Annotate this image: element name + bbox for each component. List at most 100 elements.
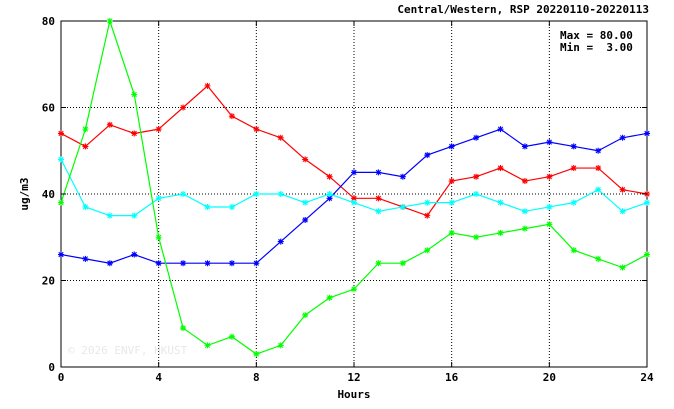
watermark: © 2026 ENVF, HKUST: [68, 344, 188, 357]
data-point: [58, 130, 64, 137]
data-point: [351, 199, 357, 206]
data-point: [399, 173, 406, 180]
data-point: [253, 126, 260, 133]
data-point: [82, 126, 89, 133]
data-point: [204, 342, 211, 349]
data-point: [448, 178, 455, 185]
y-tick-label: 60: [42, 102, 55, 115]
data-point: [375, 260, 382, 267]
data-point: [521, 143, 528, 150]
y-tick-label: 40: [42, 188, 55, 201]
series-4: [58, 18, 650, 358]
data-point: [546, 203, 553, 210]
data-point: [228, 113, 235, 120]
data-point: [277, 191, 284, 197]
series-line: [60, 18, 648, 355]
data-point: [521, 178, 528, 185]
data-point: [375, 195, 382, 202]
data-point: [497, 199, 504, 206]
x-tick-label: 20: [543, 371, 556, 384]
data-point: [619, 264, 626, 271]
data-point: [546, 139, 553, 146]
data-point: [595, 186, 602, 193]
data-point: [644, 251, 650, 258]
data-point: [131, 251, 138, 258]
series-layer: [58, 18, 650, 358]
data-point: [619, 186, 626, 193]
data-point: [448, 199, 455, 206]
data-point: [302, 199, 309, 206]
data-point: [521, 208, 528, 215]
data-point: [399, 203, 406, 210]
x-tick-label: 24: [640, 371, 654, 384]
data-point: [644, 199, 650, 206]
data-point: [595, 165, 602, 172]
data-point: [253, 260, 260, 267]
data-point: [180, 191, 187, 197]
data-point: [521, 225, 528, 232]
data-point: [180, 104, 187, 111]
data-point: [131, 130, 138, 137]
data-point: [619, 134, 626, 141]
data-point: [302, 312, 309, 319]
data-point: [351, 195, 357, 202]
data-point: [58, 199, 64, 206]
data-point: [277, 134, 284, 141]
data-point: [228, 203, 235, 210]
data-point: [595, 147, 602, 154]
data-point: [155, 195, 162, 202]
x-tick-label: 12: [347, 371, 360, 384]
data-point: [351, 286, 357, 293]
data-point: [82, 255, 89, 262]
data-point: [448, 229, 455, 236]
data-point: [106, 18, 113, 24]
data-point: [106, 260, 113, 267]
data-point: [497, 126, 504, 133]
data-point: [131, 212, 138, 219]
data-point: [546, 221, 553, 228]
data-point: [277, 342, 284, 349]
data-point: [570, 165, 577, 172]
data-point: [570, 199, 577, 206]
data-point: [497, 229, 504, 236]
y-tick-label: 80: [42, 15, 55, 28]
data-point: [228, 260, 235, 267]
x-axis-label: Hours: [337, 388, 370, 401]
data-point: [253, 191, 260, 197]
y-tick-label: 20: [42, 275, 55, 288]
x-tick-label: 0: [58, 371, 65, 384]
chart-title: Central/Western, RSP 20220110-20220113: [397, 3, 649, 16]
data-point: [570, 247, 577, 254]
data-point: [204, 203, 211, 210]
data-point: [473, 173, 480, 180]
data-point: [619, 208, 626, 215]
data-point: [546, 173, 553, 180]
data-point: [473, 191, 480, 197]
data-point: [326, 294, 333, 301]
min-label: Min = 3.00: [560, 41, 633, 54]
data-point: [180, 260, 187, 267]
data-point: [424, 199, 431, 206]
x-tick-label: 16: [445, 371, 459, 384]
data-point: [155, 260, 162, 267]
data-point: [424, 152, 431, 159]
data-point: [82, 203, 89, 210]
x-tick-label: 8: [253, 371, 260, 384]
data-point: [326, 173, 333, 180]
data-point: [155, 126, 162, 133]
data-point: [351, 169, 357, 176]
data-point: [106, 212, 113, 219]
data-point: [58, 156, 64, 163]
data-point: [277, 238, 284, 245]
data-point: [302, 156, 309, 163]
grid-lines: [61, 21, 647, 367]
data-point: [399, 260, 406, 267]
data-point: [131, 91, 138, 98]
data-point: [595, 255, 602, 262]
tick-labels: 0 4 8 12 16 20 24 0 20 40 60 80: [42, 15, 654, 384]
data-point: [375, 169, 382, 176]
data-point: [253, 351, 260, 358]
data-point: [326, 195, 333, 202]
data-point: [473, 234, 480, 241]
data-point: [448, 143, 455, 150]
